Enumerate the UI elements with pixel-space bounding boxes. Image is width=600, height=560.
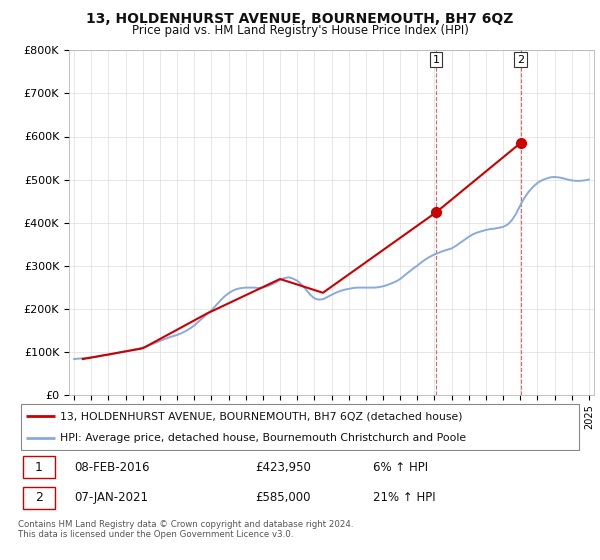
Text: 13, HOLDENHURST AVENUE, BOURNEMOUTH, BH7 6QZ: 13, HOLDENHURST AVENUE, BOURNEMOUTH, BH7… [86,12,514,26]
Text: 07-JAN-2021: 07-JAN-2021 [74,491,148,504]
FancyBboxPatch shape [21,404,579,450]
Text: 1: 1 [35,461,43,474]
Text: 21% ↑ HPI: 21% ↑ HPI [373,491,436,504]
Text: HPI: Average price, detached house, Bournemouth Christchurch and Poole: HPI: Average price, detached house, Bour… [60,433,466,443]
FancyBboxPatch shape [23,456,55,478]
Text: Contains HM Land Registry data © Crown copyright and database right 2024.
This d: Contains HM Land Registry data © Crown c… [18,520,353,539]
Text: 08-FEB-2016: 08-FEB-2016 [74,461,150,474]
Text: Price paid vs. HM Land Registry's House Price Index (HPI): Price paid vs. HM Land Registry's House … [131,24,469,36]
Text: £585,000: £585,000 [255,491,310,504]
FancyBboxPatch shape [23,487,55,509]
Text: 1: 1 [433,55,440,65]
Text: £423,950: £423,950 [255,461,311,474]
Text: 13, HOLDENHURST AVENUE, BOURNEMOUTH, BH7 6QZ (detached house): 13, HOLDENHURST AVENUE, BOURNEMOUTH, BH7… [60,411,463,421]
Text: 2: 2 [35,491,43,504]
Text: 6% ↑ HPI: 6% ↑ HPI [373,461,428,474]
Text: 2: 2 [517,55,524,65]
